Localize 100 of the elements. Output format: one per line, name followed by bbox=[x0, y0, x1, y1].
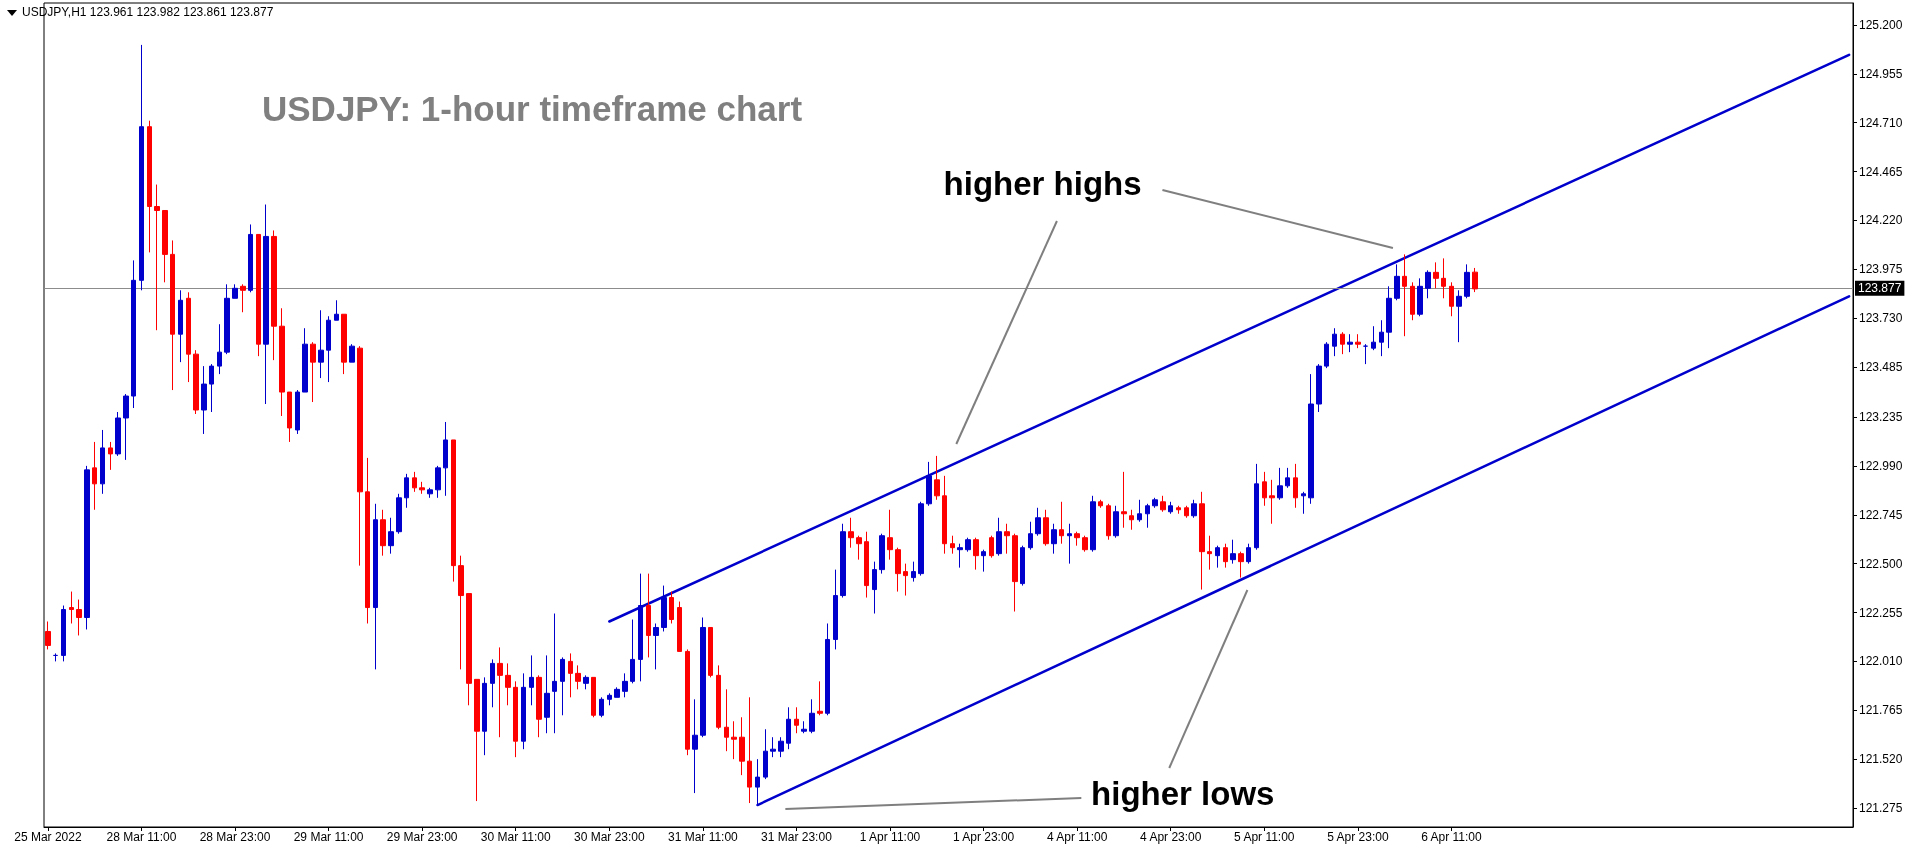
y-tick-label: 125.200 bbox=[1859, 17, 1903, 32]
candlestick bbox=[887, 509, 893, 561]
candlestick bbox=[201, 365, 207, 435]
candlestick bbox=[61, 605, 66, 662]
candlestick bbox=[653, 622, 659, 670]
candlestick bbox=[864, 531, 869, 599]
candlestick bbox=[911, 561, 916, 583]
candlestick bbox=[1254, 463, 1259, 551]
candlestick bbox=[1269, 479, 1275, 525]
annotation: higher lows bbox=[1091, 775, 1275, 812]
candlestick bbox=[1028, 521, 1033, 551]
x-tick-label: 5 Apr 23:00 bbox=[1327, 830, 1389, 844]
candlestick bbox=[380, 509, 386, 557]
candlestick bbox=[1285, 467, 1290, 489]
candlestick bbox=[950, 535, 955, 555]
candlestick bbox=[739, 716, 745, 776]
candlestick bbox=[1051, 523, 1057, 555]
candlestick bbox=[879, 533, 885, 575]
candlestick bbox=[708, 626, 713, 678]
candlestick bbox=[1464, 263, 1470, 299]
candlestick bbox=[614, 686, 620, 698]
candlestick bbox=[692, 698, 698, 794]
candlestick bbox=[279, 307, 285, 417]
x-tick-label: 28 Mar 11:00 bbox=[106, 830, 177, 844]
candlestick bbox=[1324, 341, 1329, 369]
x-tick-label: 25 Mar 2022 bbox=[14, 830, 82, 844]
candlestick bbox=[801, 720, 807, 734]
candlestick bbox=[1449, 281, 1454, 317]
candlestick bbox=[1113, 505, 1119, 539]
candlestick bbox=[825, 622, 830, 716]
candlestick bbox=[287, 391, 292, 443]
candlestick bbox=[224, 283, 230, 355]
candlestick bbox=[1410, 281, 1415, 321]
candlestick bbox=[69, 591, 74, 624]
candlestick bbox=[989, 535, 994, 559]
y-tick-label: 122.010 bbox=[1859, 654, 1903, 669]
candlestick bbox=[1121, 471, 1127, 529]
candlestick bbox=[630, 619, 635, 684]
candlestick bbox=[45, 621, 51, 650]
candlestick bbox=[1301, 491, 1306, 515]
candlestick bbox=[996, 517, 1002, 557]
candlestick bbox=[123, 393, 129, 461]
candlestick bbox=[552, 613, 557, 734]
candlestick bbox=[1425, 269, 1431, 299]
candlestick bbox=[599, 696, 604, 718]
candlestick bbox=[1004, 523, 1010, 555]
candlestick bbox=[373, 503, 378, 670]
candlestick bbox=[747, 696, 752, 804]
candlestick bbox=[1012, 533, 1018, 613]
x-tick-label: 1 Apr 11:00 bbox=[859, 830, 921, 844]
candlestick bbox=[1199, 491, 1205, 591]
candlestick bbox=[583, 674, 589, 690]
candlestick bbox=[263, 204, 269, 405]
candlestick bbox=[1293, 463, 1298, 509]
candlestick bbox=[1238, 551, 1244, 579]
candlestick bbox=[1246, 543, 1251, 565]
candlestick bbox=[1168, 501, 1173, 515]
candlestick bbox=[809, 698, 815, 734]
candlestick bbox=[357, 345, 363, 567]
candlestick bbox=[1184, 505, 1189, 519]
candlestick bbox=[1106, 503, 1111, 541]
candlestick bbox=[1386, 285, 1392, 349]
y-tick-label: 122.500 bbox=[1859, 556, 1903, 571]
candlestick bbox=[412, 471, 417, 493]
candlestick bbox=[365, 457, 370, 624]
candlestick bbox=[1067, 523, 1072, 565]
candlestick bbox=[139, 44, 144, 291]
candlestick bbox=[1347, 333, 1353, 353]
candlestick bbox=[1371, 325, 1376, 351]
candlestick bbox=[568, 652, 573, 698]
candlestick bbox=[1417, 277, 1423, 317]
candlestick bbox=[482, 676, 487, 756]
candlestick bbox=[186, 291, 191, 383]
candlestick bbox=[100, 429, 105, 495]
candlestick bbox=[256, 233, 261, 357]
y-tick-label: 121.765 bbox=[1859, 703, 1903, 718]
candlestick bbox=[1020, 545, 1025, 587]
candlestick bbox=[895, 547, 901, 593]
candlestick bbox=[817, 680, 823, 716]
y-tick-label: 123.235 bbox=[1859, 410, 1903, 424]
candlestick bbox=[170, 239, 175, 391]
candlestick bbox=[1082, 535, 1088, 553]
candlestick bbox=[1355, 333, 1361, 349]
candlestick bbox=[115, 411, 121, 457]
candlestick bbox=[763, 728, 768, 780]
candlestick bbox=[217, 323, 222, 375]
candlestick bbox=[131, 259, 136, 409]
candlestick bbox=[248, 223, 253, 293]
candlestick bbox=[1340, 331, 1345, 355]
y-tick-label: 121.520 bbox=[1859, 752, 1903, 767]
y-tick-label: 122.990 bbox=[1859, 458, 1903, 473]
candlestick bbox=[443, 421, 448, 497]
candlestick bbox=[1191, 499, 1197, 519]
candlestick bbox=[833, 569, 838, 650]
x-tick-label: 1 Apr 23:00 bbox=[952, 830, 1015, 844]
candlestick bbox=[1176, 505, 1181, 515]
candlestick bbox=[646, 573, 651, 658]
candlestick bbox=[544, 654, 550, 734]
candlestick bbox=[1207, 535, 1212, 571]
candlestick bbox=[193, 349, 199, 415]
